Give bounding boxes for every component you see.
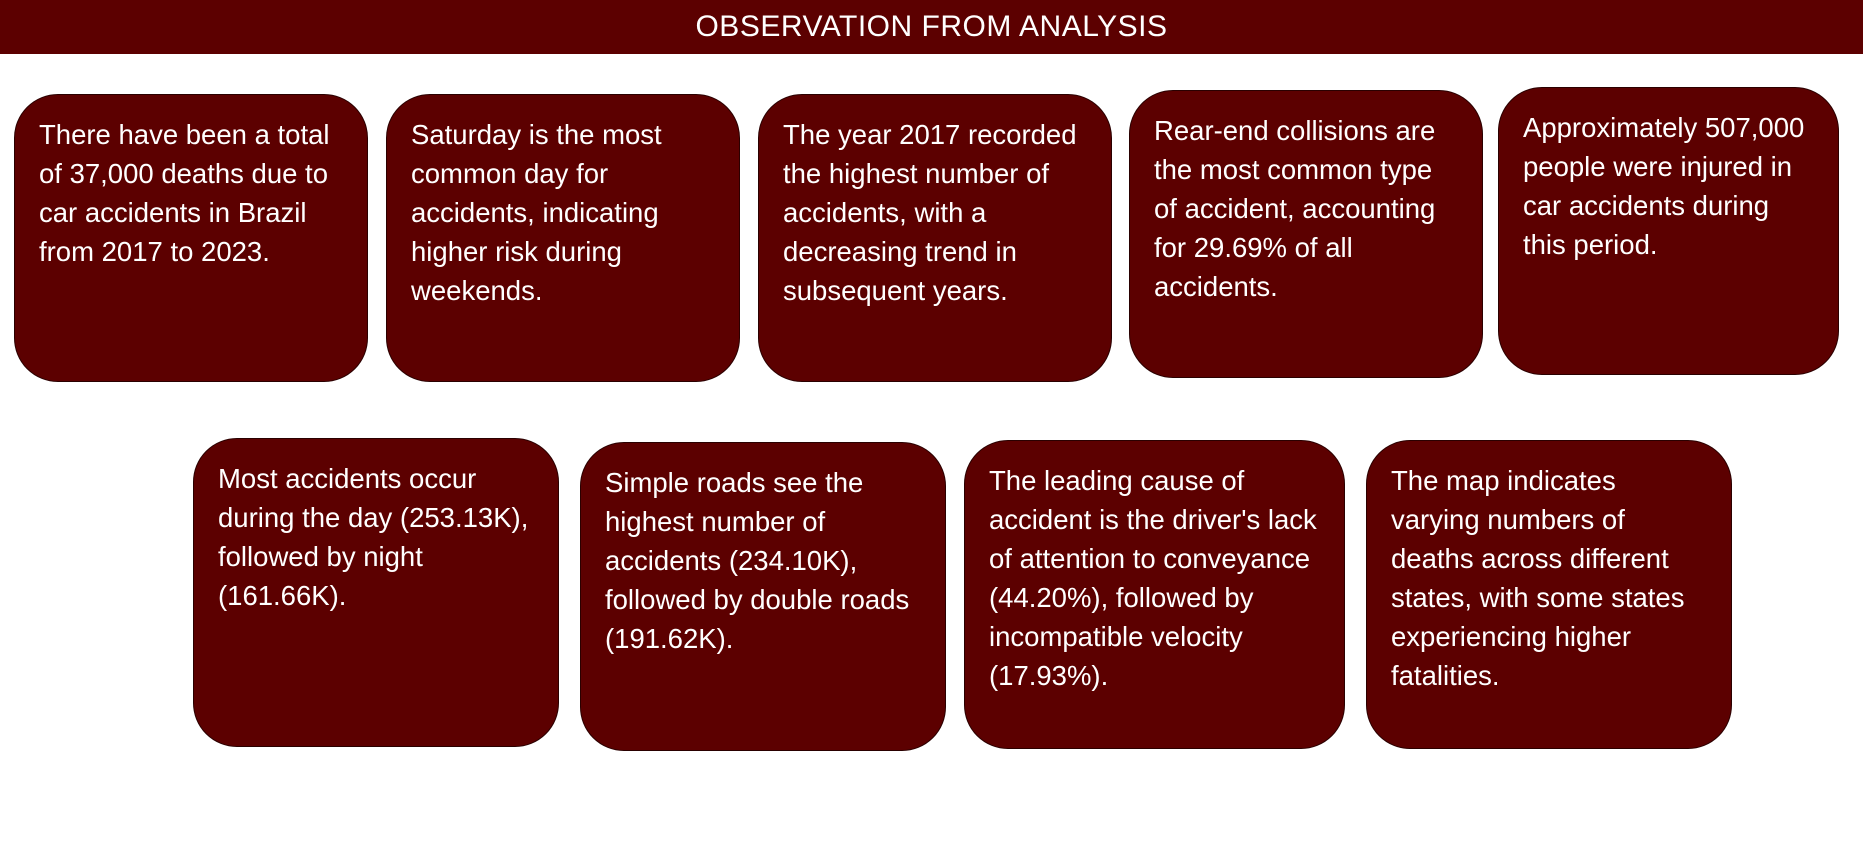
observation-text: Saturday is the most common day for acci… [411,119,662,306]
observation-text: The year 2017 recorded the highest numbe… [783,119,1077,306]
page-title-bar: OBSERVATION FROM ANALYSIS [0,0,1863,54]
observation-card-road-type: Simple roads see the highest number of a… [580,442,946,751]
observation-text: There have been a total of 37,000 deaths… [39,119,330,267]
observation-card-leading-cause: The leading cause of accident is the dri… [964,440,1345,749]
observation-text: Approximately 507,000 people were injure… [1523,112,1805,260]
observation-text: The leading cause of accident is the dri… [989,465,1317,691]
observation-text: The map indicates varying numbers of dea… [1391,465,1685,691]
observation-text: Rear-end collisions are the most common … [1154,115,1436,302]
observation-card-common-day: Saturday is the most common day for acci… [386,94,740,382]
observation-card-total-deaths: There have been a total of 37,000 deaths… [14,94,368,382]
observation-text: Most accidents occur during the day (253… [218,463,529,611]
observation-card-collision-type: Rear-end collisions are the most common … [1129,90,1483,378]
observation-card-map-states: The map indicates varying numbers of dea… [1366,440,1732,749]
observation-card-highest-year: The year 2017 recorded the highest numbe… [758,94,1112,382]
observation-text: Simple roads see the highest number of a… [605,467,910,654]
observation-card-time-of-day: Most accidents occur during the day (253… [193,438,559,747]
observation-card-injuries: Approximately 507,000 people were injure… [1498,87,1839,375]
page-title: OBSERVATION FROM ANALYSIS [695,10,1168,43]
